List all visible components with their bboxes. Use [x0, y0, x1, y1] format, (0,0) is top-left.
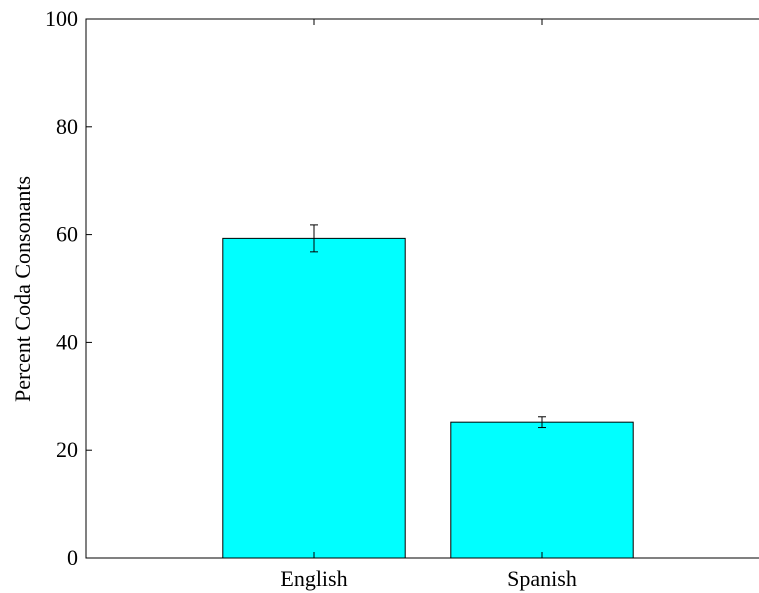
x-tick-label: English	[280, 566, 347, 591]
x-axis: English Spanish	[280, 19, 577, 591]
y-axis-label: Percent Coda Consonants	[10, 176, 35, 402]
bar-spanish	[450, 421, 634, 559]
error-bar-spanish	[538, 416, 546, 429]
error-bar-english	[310, 224, 318, 253]
y-tick-label: 0	[67, 545, 78, 570]
error-bars-group	[310, 224, 546, 429]
y-tick-label: 20	[56, 437, 78, 462]
y-tick-label: 80	[56, 114, 78, 139]
x-tick-label: Spanish	[507, 566, 577, 591]
y-tick-label: 100	[45, 6, 78, 31]
y-axis: 0 20 40 60 80 100	[45, 6, 92, 570]
plot-frame	[85, 18, 759, 559]
bars-group	[222, 237, 634, 559]
y-tick-label: 60	[56, 222, 78, 247]
y-tick-label: 40	[56, 329, 78, 354]
bar-english	[222, 237, 406, 559]
